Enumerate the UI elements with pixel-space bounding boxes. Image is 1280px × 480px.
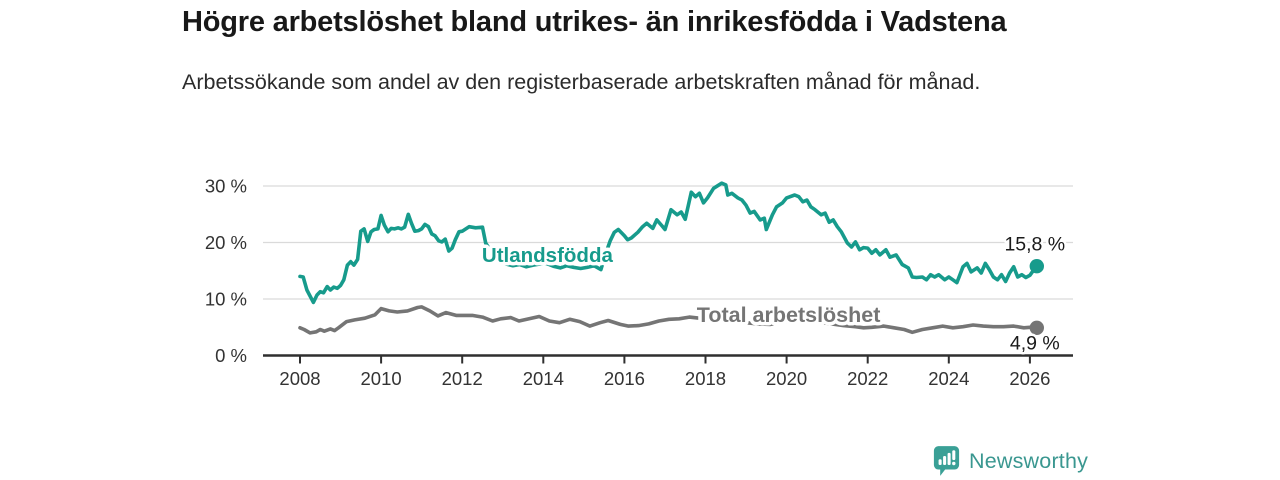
x-tick-label-2016: 2016 <box>604 368 645 389</box>
end-value-label-1: 4,9 % <box>1010 332 1060 354</box>
page-title: Högre arbetslöshet bland utrikes- än inr… <box>182 6 1007 38</box>
series-line-0 <box>298 181 1039 305</box>
logo-bar-2 <box>943 456 947 466</box>
brand-footer: Newsworthy <box>933 445 1088 477</box>
x-tick-label-2010: 2010 <box>361 368 402 389</box>
x-tick-label-2024: 2024 <box>928 368 969 389</box>
logo-bar-3 <box>947 452 951 466</box>
logo-exclamation-stem <box>952 450 956 461</box>
chart-subtitle: Arbetssökande som andel av den registerb… <box>182 70 981 94</box>
x-tick-label-2020: 2020 <box>766 368 807 389</box>
y-tick-label-20: 20 % <box>205 232 247 253</box>
x-tick-label-2022: 2022 <box>847 368 888 389</box>
x-tick-label-2014: 2014 <box>523 368 564 389</box>
series-line-1 <box>298 305 1039 335</box>
brand-name: Newsworthy <box>969 448 1089 473</box>
end-dot-0 <box>1029 259 1045 274</box>
end-dot-1 <box>1029 320 1045 335</box>
end-value-label-0: 15,8 % <box>1004 234 1065 256</box>
x-tick-label-2012: 2012 <box>442 368 483 389</box>
logo-exclamation-dot <box>952 461 956 466</box>
x-tick-label-2008: 2008 <box>279 368 320 389</box>
logo-bar-1 <box>938 459 942 466</box>
bar-chart-speech-bubble-icon <box>933 446 960 476</box>
y-tick-label-0: 0 % <box>215 345 247 366</box>
y-tick-label-30: 30 % <box>205 176 247 197</box>
series-label-0: Utlandsfödda <box>482 244 614 267</box>
x-tick-label-2018: 2018 <box>685 368 726 389</box>
y-tick-label-10: 10 % <box>205 289 247 310</box>
series-label-1: Total arbetslöshet <box>697 303 881 327</box>
speech-bubble-shape <box>933 446 960 476</box>
x-tick-label-2026: 2026 <box>1009 368 1050 389</box>
